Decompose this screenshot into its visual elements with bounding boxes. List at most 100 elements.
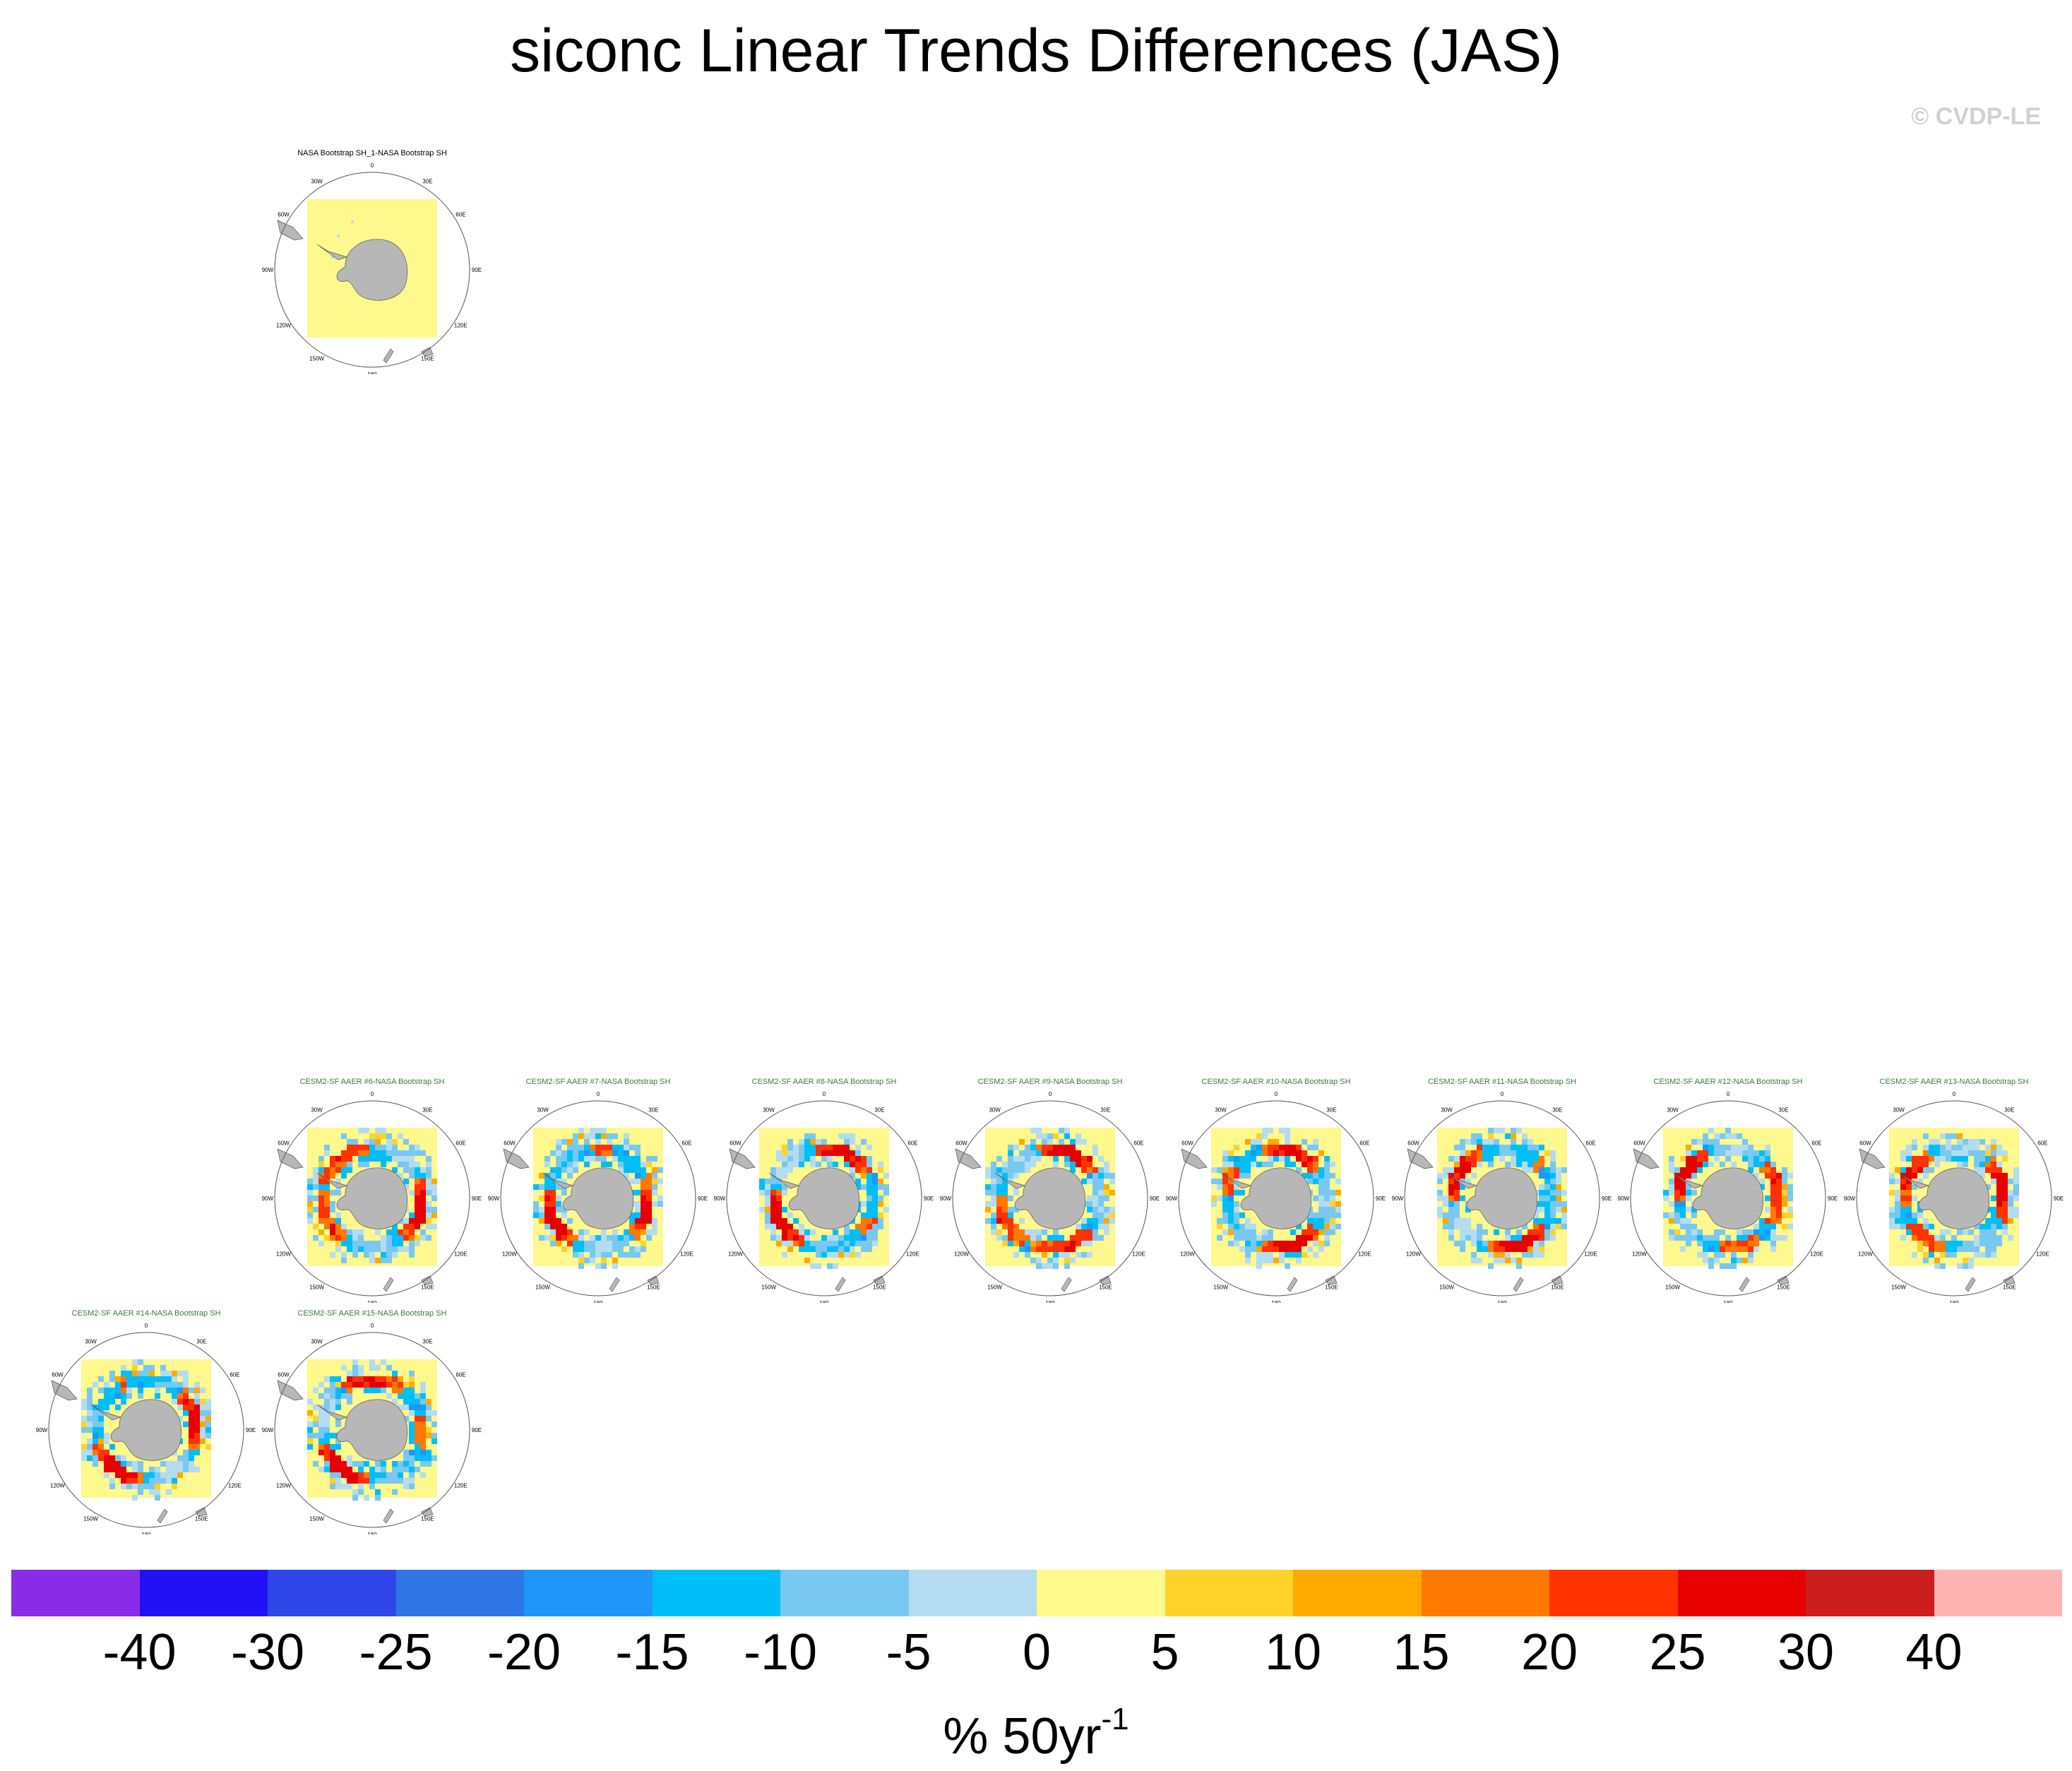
grid-cell [624,1162,629,1167]
grid-cell [1494,1229,1499,1235]
grid-cell [93,1450,98,1455]
grid-cell [1946,1229,1951,1235]
grid-cell [1714,1246,1720,1252]
grid-cell [392,1156,398,1162]
new-zealand-land [1061,1277,1072,1292]
grid-cell [985,1207,991,1212]
grid-cell [1234,1235,1239,1241]
grid-cell [1900,1224,1906,1229]
grid-cell [330,1455,335,1461]
grid-cell [1307,1167,1313,1173]
grid-cell [595,1150,601,1156]
grid-cell [1754,1156,1759,1162]
grid-cell [1036,1241,1042,1246]
grid-cell [347,1162,352,1167]
grid-cell [1912,1167,1917,1173]
grid-cell [793,1150,799,1156]
grid-cell [1092,1207,1098,1212]
grid-cell [341,1150,347,1156]
longitude-label: 150E [421,1516,434,1522]
grid-cell [369,1388,375,1393]
grid-cell [420,1388,426,1393]
grid-cell [1940,1241,1946,1246]
grid-cell [138,1461,143,1467]
grid-cell [324,1207,330,1212]
grid-cell [403,1399,409,1405]
grid-cell [827,1156,833,1162]
grid-cell [573,1156,578,1162]
grid-cell [403,1478,409,1484]
grid-cell [1211,1201,1217,1207]
colorbar-swatch [1677,1570,1806,1616]
longitude-label: 150E [1551,1284,1564,1291]
longitude-label: 180 [367,1532,377,1534]
grid-cell [635,1179,641,1184]
grid-cell [1674,1179,1680,1184]
grid-cell [1279,1156,1285,1162]
grid-cell [1228,1162,1234,1167]
grid-cell [1929,1145,1934,1150]
grid-cell [567,1229,573,1235]
grid-cell [1047,1235,1053,1241]
grid-cell [1782,1235,1787,1241]
grid-cell [1917,1162,1923,1167]
grid-cell [1900,1190,1906,1195]
grid-cell [1104,1207,1109,1212]
grid-cell [194,1410,200,1416]
grid-cell [556,1162,561,1167]
grid-cell [595,1139,601,1145]
map-panel: NASA Bootstrap SH_1-NASA Bootstrap SH 0 30… [258,148,487,374]
grid-cell [358,1162,364,1167]
grid-cell [1081,1218,1087,1224]
grid-cell [93,1455,98,1461]
grid-cell [1912,1224,1917,1229]
grid-cell [392,1246,398,1252]
grid-cell [324,1224,330,1229]
grid-cell [1448,1229,1454,1235]
grid-cell [177,1388,183,1393]
grid-cell [1991,1195,1996,1201]
grid-cell [1787,1173,1793,1179]
grid-cell [1437,1190,1443,1195]
grid-cell [652,1218,657,1224]
grid-cell [850,1173,855,1179]
longitude-label: 120W [1180,1251,1195,1257]
grid-cell [867,1184,872,1190]
grid-cell [1691,1229,1697,1235]
grid-cell [1313,1224,1318,1229]
grid-cell [1448,1218,1454,1224]
grid-cell [850,1252,855,1258]
grid-cell [646,1173,652,1179]
grid-cell [799,1139,804,1145]
grid-cell [115,1467,121,1472]
longitude-label: 90E [1376,1195,1386,1202]
trend-field [307,1128,437,1263]
grid-cell [1013,1229,1019,1235]
grid-cell [1708,1150,1714,1156]
longitude-label: 150W [83,1516,98,1522]
grid-cell [624,1229,629,1235]
grid-cell [1087,1201,1092,1207]
grid-cell [409,1218,415,1224]
grid-cell [126,1376,132,1382]
grid-cell [833,1150,838,1156]
grid-cell [1256,1150,1262,1156]
grid-cell [985,1173,991,1179]
grid-cell [335,1484,341,1489]
grid-cell [1929,1150,1934,1156]
grid-cell [561,1179,567,1184]
grid-cell [827,1252,833,1258]
grid-cell [386,1382,392,1388]
grid-cell [1104,1195,1109,1201]
longitude-label: 120E [2036,1251,2049,1257]
grid-cell [646,1218,652,1224]
south-america-land [1859,1148,1886,1169]
grid-cell [160,1365,166,1371]
grid-cell [1454,1218,1460,1224]
grid-cell [138,1478,143,1484]
grid-cell [1979,1252,1985,1258]
grid-cell [1087,1195,1092,1201]
grid-cell [1047,1258,1053,1263]
grid-cell [1742,1156,1748,1162]
grid-cell [409,1478,415,1484]
